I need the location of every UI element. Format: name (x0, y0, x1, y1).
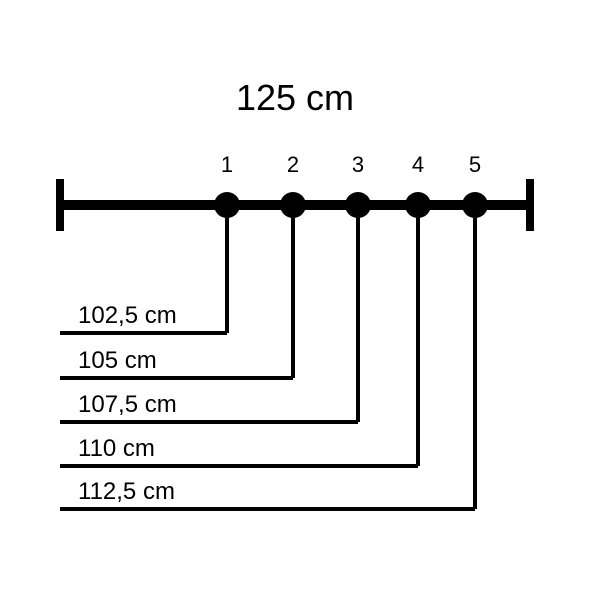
point-label-5: 5 (469, 152, 481, 177)
measurement-label-5: 112,5 cm (78, 478, 175, 505)
measurement-label-1: 102,5 cm (78, 302, 177, 329)
point-label-2: 2 (287, 152, 299, 177)
point-label-1: 1 (221, 152, 233, 177)
point-label-3: 3 (352, 152, 364, 177)
measurement-label-2: 105 cm (78, 347, 157, 374)
total-length-label: 125 cm (236, 77, 354, 118)
measurement-label-3: 107,5 cm (78, 391, 177, 418)
measurement-diagram: 125 cm 1 2 3 4 5 102,5 cm 105 cm 107,5 cm 110 c… (0, 0, 591, 591)
point-label-4: 4 (412, 152, 424, 177)
measurement-label-4: 110 cm (78, 435, 155, 462)
